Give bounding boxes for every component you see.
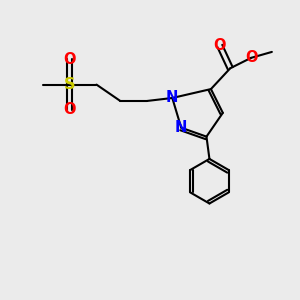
Text: O: O [245,50,257,65]
Text: O: O [214,38,226,53]
Text: S: S [64,77,76,92]
Text: N: N [166,91,178,106]
Text: O: O [64,102,76,117]
Text: O: O [64,52,76,67]
Text: N: N [175,120,188,135]
